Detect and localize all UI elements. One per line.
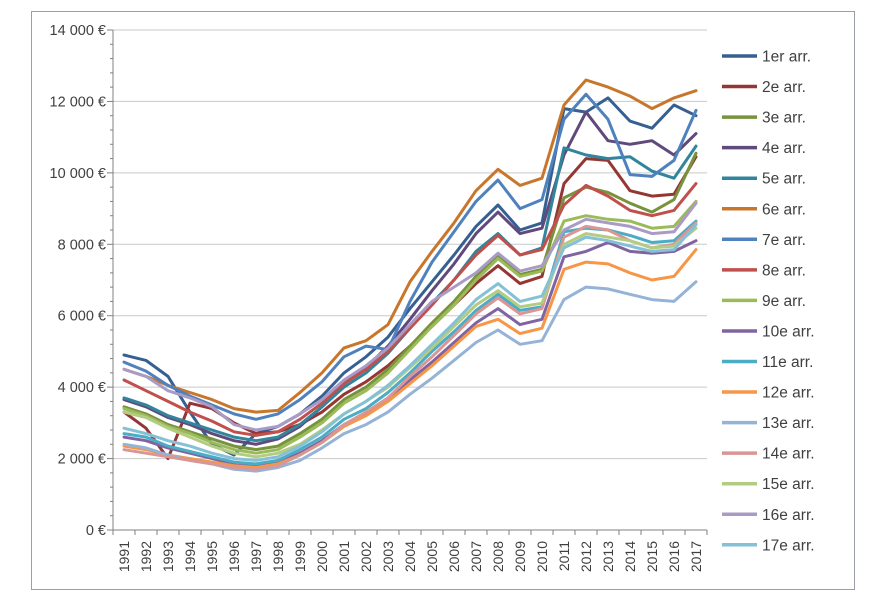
legend-item-11e-arr: 11e arr.	[722, 354, 813, 371]
x-axis-label: 1992	[138, 541, 154, 572]
legend-item-15e-arr: 15e arr.	[722, 476, 815, 493]
legend-label: 16e arr.	[762, 507, 815, 524]
y-axis-label: 10 000 €	[50, 166, 106, 182]
x-axis-label: 2012	[578, 541, 594, 572]
series-line-9e-arr	[122, 199, 698, 455]
series-line-5e-arr	[122, 144, 698, 443]
x-axis-label: 2001	[336, 541, 352, 572]
series-line-11e-arr	[122, 219, 698, 466]
series-line-15e-arr	[122, 226, 698, 459]
axes	[107, 29, 708, 535]
legend-label: 2e arr.	[762, 79, 806, 96]
series-line-14e-arr	[122, 221, 698, 471]
x-axis-label: 2008	[490, 541, 506, 572]
legend-item-2e-arr: 2e arr.	[722, 79, 806, 96]
legend: 1er arr. 2e arr. 3e arr. 4e arr. 5e arr. 6e a…	[722, 49, 815, 554]
x-axis-label: 1994	[182, 541, 198, 572]
legend-label: 7e arr.	[762, 232, 806, 249]
y-axis-label: 14 000 €	[50, 23, 106, 39]
x-axis-label: 1991	[116, 541, 132, 572]
x-axis-label: 2010	[534, 541, 550, 572]
legend-item-17e-arr: 17e arr.	[722, 537, 815, 554]
y-axis-label: 6 000 €	[58, 309, 106, 325]
legend-label: 17e arr.	[762, 537, 815, 554]
legend-label: 4e arr.	[762, 140, 806, 157]
legend-item-16e-arr: 16e arr.	[722, 507, 815, 524]
x-axis-label: 2007	[468, 541, 484, 572]
legend-label: 5e arr.	[762, 171, 806, 188]
legend-item-5e-arr: 5e arr.	[722, 171, 806, 188]
legend-label: 10e arr.	[762, 323, 815, 340]
series-line-1er-arr	[122, 96, 698, 457]
legend-label: 6e arr.	[762, 201, 806, 218]
x-axis-label: 1993	[160, 541, 176, 572]
x-axis-label: 2005	[424, 541, 440, 572]
x-axis-label: 2006	[446, 541, 462, 572]
legend-item-13e-arr: 13e arr.	[722, 415, 815, 432]
x-axis-label: 2014	[622, 541, 638, 572]
y-axis-label: 2 000 €	[58, 452, 106, 468]
x-axis-label: 2003	[380, 541, 396, 572]
legend-item-6e-arr: 6e arr.	[722, 201, 806, 218]
x-axis-label: 2013	[600, 541, 616, 572]
x-axis-label: 2016	[666, 541, 682, 572]
x-axis-label: 1995	[204, 541, 220, 572]
x-axis-label: 2017	[688, 541, 704, 572]
legend-item-1er-arr: 1er arr.	[722, 49, 811, 66]
legend-label: 12e arr.	[762, 385, 815, 402]
x-axis-label: 2009	[512, 541, 528, 572]
axis-labels: 0 € 2 000 € 4 000 € 6 000 € 8 000 € 10 000 € 1…	[50, 23, 704, 572]
chart-frame	[31, 11, 855, 590]
legend-label: 3e arr.	[762, 110, 806, 127]
x-axis-label: 1999	[292, 541, 308, 572]
series-line-12e-arr	[122, 248, 698, 469]
legend-item-4e-arr: 4e arr.	[722, 140, 806, 157]
y-axis-label: 8 000 €	[58, 237, 106, 253]
y-axis-label: 4 000 €	[58, 380, 106, 396]
legend-label: 1er arr.	[762, 49, 811, 66]
series-line-16e-arr	[122, 201, 698, 432]
series-line-4e-arr	[122, 110, 698, 446]
x-axis-label: 1998	[270, 541, 286, 572]
x-axis-label: 1997	[248, 541, 264, 572]
series-line-6e-arr	[122, 78, 698, 414]
series-line-17e-arr	[122, 223, 698, 462]
series-line-10e-arr	[122, 239, 698, 468]
legend-label: 15e arr.	[762, 476, 815, 493]
legend-label: 14e arr.	[762, 446, 815, 463]
legend-item-10e-arr: 10e arr.	[722, 323, 815, 340]
y-axis-label: 12 000 €	[50, 94, 106, 110]
legend-item-12e-arr: 12e arr.	[722, 385, 815, 402]
legend-item-8e-arr: 8e arr.	[722, 262, 806, 279]
x-axis-label: 2000	[314, 541, 330, 572]
x-axis-label: 2011	[556, 541, 572, 571]
legend-item-7e-arr: 7e arr.	[722, 232, 806, 249]
y-axis-label: 0 €	[86, 523, 106, 539]
legend-label: 11e arr.	[762, 354, 813, 371]
legend-label: 8e arr.	[762, 262, 806, 279]
x-axis-label: 1996	[226, 541, 242, 572]
series-line-7e-arr	[122, 92, 698, 421]
x-axis-label: 2015	[644, 541, 660, 572]
legend-label: 13e arr.	[762, 415, 815, 432]
x-axis-label: 2002	[358, 541, 374, 572]
legend-label: 9e arr.	[762, 293, 806, 310]
plot-area	[122, 78, 698, 473]
series-line-8e-arr	[122, 182, 698, 437]
series-line-3e-arr	[122, 151, 698, 452]
x-axis-label: 2004	[402, 541, 418, 572]
legend-item-14e-arr: 14e arr.	[722, 446, 815, 463]
legend-item-3e-arr: 3e arr.	[722, 110, 806, 127]
legend-item-9e-arr: 9e arr.	[722, 293, 806, 310]
